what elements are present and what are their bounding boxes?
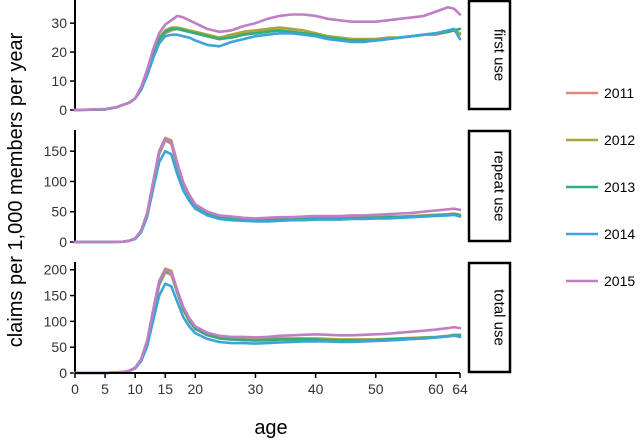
y-axis-label: claims per 1,000 members per year: [5, 32, 27, 347]
series-line-2011: [73, 139, 462, 244]
series-line-2014: [73, 149, 462, 244]
facet-strip: [467, 0, 512, 111]
facet-strip: [467, 129, 512, 243]
facet-strip: [467, 261, 512, 374]
y-tick-label: 200: [44, 262, 68, 278]
series-line-2013: [73, 137, 462, 244]
x-tick-label: 64: [452, 381, 468, 397]
y-tick-label: 50: [51, 339, 67, 355]
legend-label-2014: 2014: [604, 226, 635, 242]
legend-label-2013: 2013: [604, 179, 635, 195]
legend-item-2014: 2014: [566, 226, 635, 242]
x-tick-label: 0: [71, 381, 79, 397]
series-line-2014: [73, 27, 462, 112]
x-tick-label: 5: [101, 381, 109, 397]
panel-first-use: 0 10 20 30 first use: [51, 0, 512, 118]
series-line-2011: [73, 271, 462, 375]
y-tick-label: 100: [44, 313, 68, 329]
series-line-2015: [73, 268, 462, 375]
y-tick-label: 150: [44, 288, 68, 304]
series-line-2012: [73, 136, 462, 244]
legend-label-2011: 2011: [604, 85, 634, 101]
series-line-2015: [73, 5, 462, 112]
panel-total-use: 0 50 100 150 200 total use: [44, 261, 512, 381]
legend-item-2015: 2015: [566, 273, 635, 289]
x-axis-label: age: [254, 417, 287, 439]
y-tick-label: 0: [59, 234, 67, 250]
series-line-2015: [73, 137, 462, 244]
series-line-2013: [73, 269, 462, 375]
facet-label: total use: [491, 289, 508, 346]
legend-item-2011: 2011: [566, 85, 634, 101]
series-line-2012: [73, 26, 462, 112]
y-tick-label: 20: [51, 44, 67, 60]
y-tick-label: 0: [59, 365, 67, 381]
series-line-2011: [73, 27, 462, 112]
x-tick-label: 30: [248, 381, 264, 397]
x-tick-label: 20: [188, 381, 204, 397]
legend: 2011 2012 2013 2014 2015: [566, 85, 635, 289]
legend-item-2012: 2012: [566, 132, 635, 148]
x-axis: 0 5 10 15 20 30 40 50 60 64: [71, 372, 468, 397]
y-tick-label: 30: [51, 15, 67, 31]
y-tick-label: 100: [44, 173, 68, 189]
facet-label: first use: [491, 29, 508, 82]
y-tick-label: 150: [44, 143, 68, 159]
series-line-2014: [73, 282, 462, 375]
series-line-2013: [73, 27, 462, 112]
x-tick-label: 40: [308, 381, 324, 397]
facet-label: repeat use: [491, 151, 508, 222]
legend-label-2012: 2012: [604, 132, 635, 148]
x-tick-label: 50: [368, 381, 384, 397]
x-tick-label: 15: [157, 381, 173, 397]
y-tick-label: 10: [51, 73, 67, 89]
x-tick-label: 10: [127, 381, 143, 397]
y-tick-label: 0: [59, 102, 67, 118]
panel-repeat-use: 0 50 100 150 repeat use: [44, 129, 512, 250]
series-line-2012: [73, 267, 462, 375]
legend-item-2013: 2013: [566, 179, 635, 195]
legend-label-2015: 2015: [604, 273, 635, 289]
x-tick-label: 60: [428, 381, 444, 397]
y-tick-label: 50: [51, 204, 67, 220]
